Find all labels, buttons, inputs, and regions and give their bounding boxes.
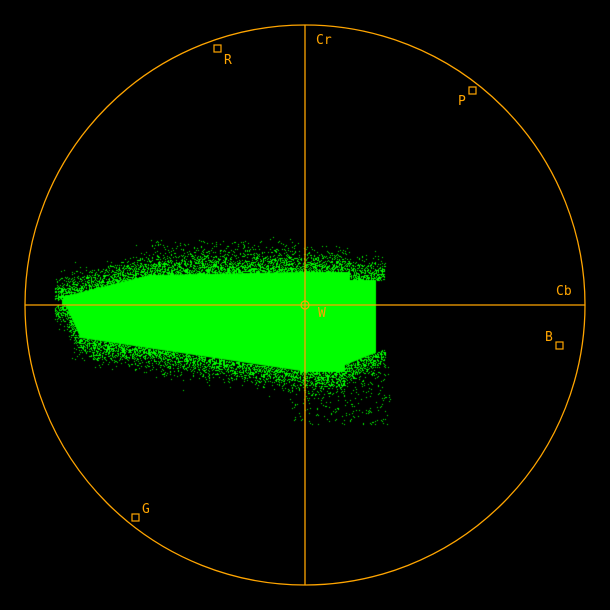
cb-axis-label: Cb	[556, 284, 572, 299]
target-box-g	[131, 513, 140, 522]
target-box-p	[468, 86, 477, 95]
target-label-p: P	[458, 94, 466, 109]
white-point-marker	[300, 300, 310, 310]
target-box-r	[213, 44, 222, 53]
cr-axis-label: Cr	[316, 33, 332, 48]
target-label-b: B	[545, 330, 553, 345]
target-label-g: G	[142, 502, 150, 517]
target-box-b	[555, 341, 564, 350]
target-label-r: R	[224, 53, 232, 68]
white-point-label: W	[318, 306, 326, 321]
